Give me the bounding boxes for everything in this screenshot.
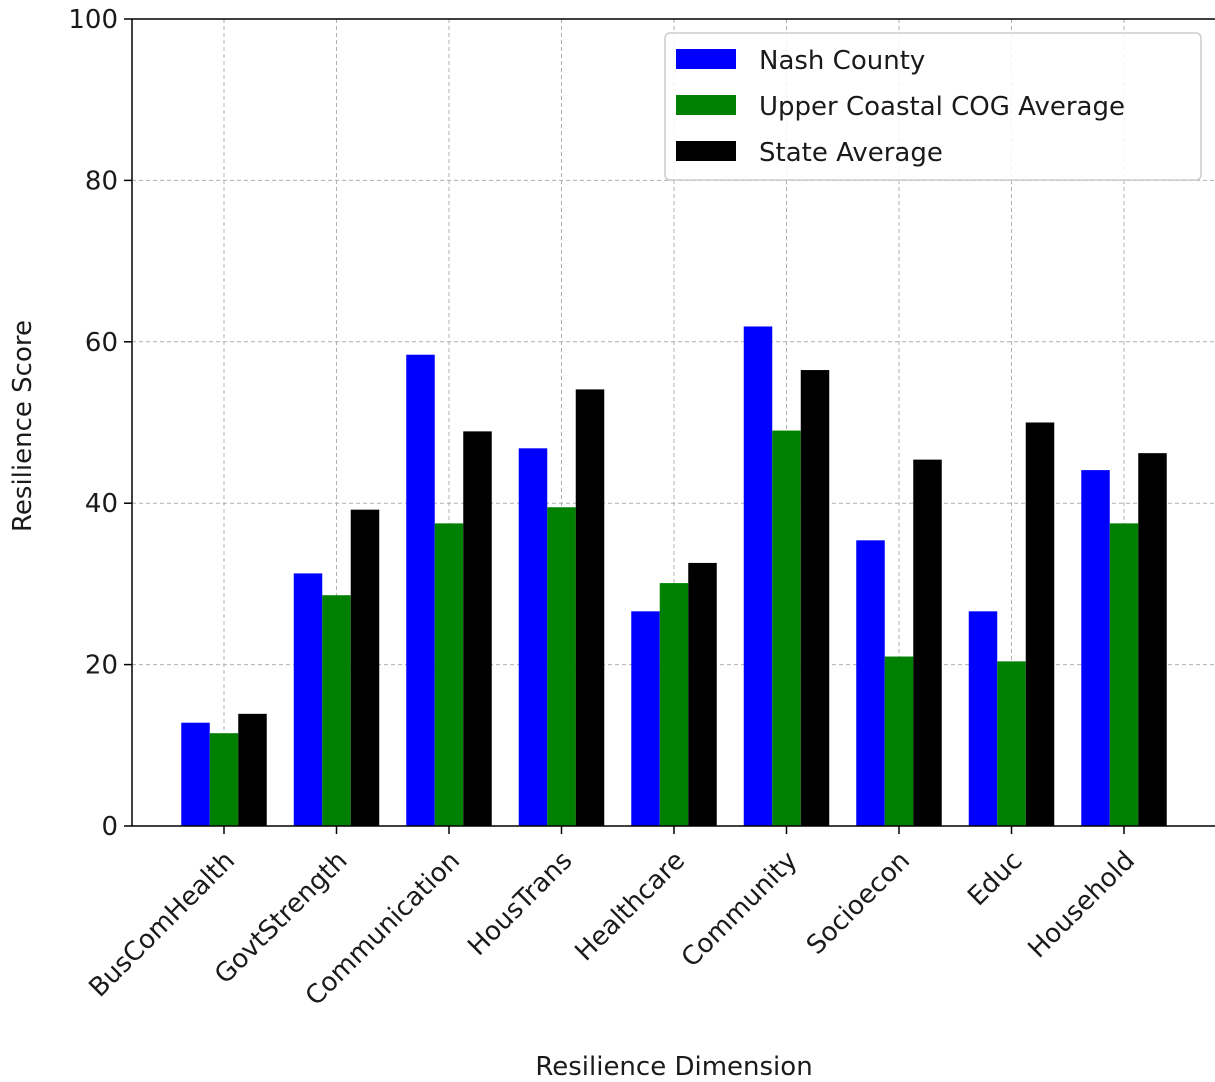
bar-upper-coastal-cog-average [884, 656, 914, 826]
bar-upper-coastal-cog-average [1109, 523, 1139, 826]
bar-state-average [575, 389, 605, 826]
legend-box [664, 32, 1202, 181]
bar-nash-county [181, 722, 210, 826]
bar-state-average [463, 431, 492, 826]
bar-upper-coastal-cog-average [997, 661, 1026, 826]
bar-state-average [800, 370, 830, 826]
bar-nash-county [1081, 470, 1110, 826]
bar-upper-coastal-cog-average [659, 583, 689, 826]
bar-state-average [238, 713, 267, 826]
bar-upper-coastal-cog-average [322, 595, 351, 826]
bar-nash-county [856, 540, 885, 826]
x-tick-label: Socioecon [801, 846, 916, 961]
y-tick-label: 20 [85, 651, 118, 681]
y-tick-label: 0 [101, 812, 118, 842]
x-tick-label: Community [676, 846, 804, 974]
bar-upper-coastal-cog-average [547, 507, 576, 826]
bar-state-average [1025, 422, 1055, 826]
bar-nash-county [743, 326, 773, 826]
bar-upper-coastal-cog-average [209, 733, 239, 826]
y-tick-label: 60 [85, 328, 118, 358]
legend-label: Upper Coastal COG Average [759, 92, 1125, 122]
y-tick-label: 40 [85, 489, 118, 519]
x-tick-label: Household [1022, 846, 1141, 965]
y-tick-label: 100 [68, 5, 118, 35]
legend: Nash County Upper Coastal COG Average Stat… [664, 32, 1202, 181]
bar-nash-county [406, 354, 435, 826]
legend-label: State Average [759, 138, 943, 168]
x-tick-label: Educ [962, 846, 1028, 912]
bar-nash-county [518, 448, 548, 826]
bar-upper-coastal-cog-average [772, 430, 801, 826]
legend-label: Nash County [759, 46, 925, 76]
bar-state-average [688, 562, 717, 826]
legend-swatch [676, 49, 736, 69]
bar-nash-county [293, 573, 323, 826]
bars [181, 326, 1167, 826]
bar-nash-county [631, 611, 660, 826]
bar-nash-county [968, 611, 998, 826]
bar-upper-coastal-cog-average [434, 523, 464, 826]
legend-swatch [676, 141, 736, 161]
legend-swatch [676, 95, 736, 115]
x-axis-label: Resilience Dimension [535, 1052, 812, 1082]
axes [124, 18, 1215, 834]
bar-state-average [913, 459, 942, 826]
y-axis-label: Resilience Score [8, 320, 38, 532]
bar-state-average [350, 509, 380, 826]
bar-state-average [1138, 453, 1167, 826]
x-tick-label: HousTrans [462, 846, 578, 962]
y-tick-label: 80 [85, 166, 118, 196]
x-tick-label: BusComHealth [84, 846, 241, 1003]
x-tick-label: Healthcare [570, 846, 691, 967]
